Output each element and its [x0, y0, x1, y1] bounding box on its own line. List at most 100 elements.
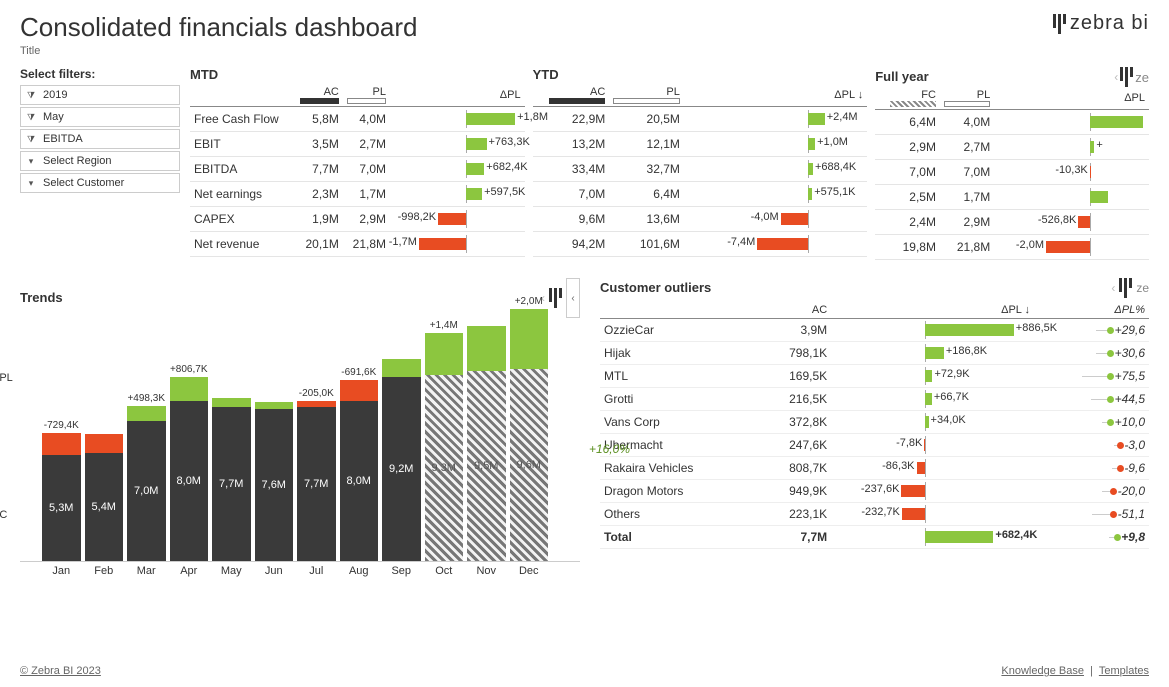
trend-column: 5,4M Feb: [83, 321, 126, 561]
cell-ac: 7,7M: [296, 157, 343, 182]
trend-column: 5,3M -729,4K Jan: [40, 321, 83, 561]
cell-ac: 372,8K: [757, 411, 831, 434]
trends-callout: +16,0%: [589, 442, 630, 456]
filter-1[interactable]: ⧩ May: [20, 107, 180, 127]
table-row: EBIT 3,5M 2,7M +763,3K: [190, 132, 525, 157]
col-header: PL: [609, 84, 684, 107]
cell-pl: 2,7M: [343, 132, 390, 157]
customer-name: Rakaira Vehicles: [600, 457, 757, 480]
month-label: Jul: [295, 565, 338, 577]
outliers-title: Customer outliers: [600, 280, 711, 297]
customer-name: Dragon Motors: [600, 480, 757, 503]
filter-0[interactable]: ⧩ 2019: [20, 85, 180, 105]
cell-pl: 1,7M: [343, 182, 390, 207]
cell-pct: .dlGrotti::after{background:#8cc63f;} +4…: [1034, 388, 1149, 411]
row-name: EBITDA: [190, 157, 296, 182]
ytd-section: YTD ACPLΔPL ↓ 22,9M 20,5M +2,4M 13,2M 12…: [533, 67, 868, 260]
knowledge-base-link[interactable]: Knowledge Base: [1001, 665, 1084, 677]
cell-ac: 13,2M: [545, 132, 609, 157]
row-name: [875, 160, 885, 185]
cell-pl: 2,9M: [343, 207, 390, 232]
row-name: [533, 182, 545, 207]
row-name: Free Cash Flow: [190, 107, 296, 132]
filter-3[interactable]: ▾ Select Region: [20, 151, 180, 171]
filter-label: Select Customer: [43, 177, 124, 189]
col-header: PL: [343, 84, 390, 107]
filter-icon: ⧩: [25, 133, 37, 145]
table-row: Vans Corp 372,8K +34,0K .dlVansCorp::aft…: [600, 411, 1149, 434]
cell-ac: 5,8M: [296, 107, 343, 132]
logo-bars-icon: [1119, 278, 1132, 298]
cell-pct: .dlTotal::after{background:#8cc63f;} +9,…: [1034, 526, 1149, 549]
table-row: Hijak 798,1K +186,8K .dlHijak::after{bac…: [600, 342, 1149, 365]
templates-link[interactable]: Templates: [1099, 665, 1149, 677]
month-label: Sep: [380, 565, 423, 577]
row-name: Net revenue: [190, 232, 296, 257]
month-label: Nov: [465, 565, 508, 577]
mtd-title: MTD: [190, 67, 525, 84]
cell-ac: 2,3M: [296, 182, 343, 207]
customer-name: OzzieCar: [600, 319, 757, 342]
trends-chart: ΔPL AC 5,3M -729,4K Jan 5,4M Feb 7,0M +4…: [20, 322, 580, 562]
col-header: PL: [940, 87, 994, 110]
month-label: May: [210, 565, 253, 577]
row-name: Net earnings: [190, 182, 296, 207]
cell-pct: .dlUbermacht::after{background:#e84c22;}…: [1034, 434, 1149, 457]
table-row: Others 223,1K -232,7K .dlOthers::after{b…: [600, 503, 1149, 526]
cell-ac: 94,2M: [545, 232, 609, 257]
trend-column: 7,0M +498,3K Mar: [125, 321, 168, 561]
month-label: Mar: [125, 565, 168, 577]
cell-delta: +575,1K: [684, 182, 867, 207]
cell-ac: 223,1K: [757, 503, 831, 526]
month-label: Feb: [83, 565, 126, 577]
lollipop-icon: .dlOthers::after{background:#e84c22;}: [1092, 514, 1114, 515]
cell-ac: 1,9M: [296, 207, 343, 232]
lollipop-icon: .dlMTL::after{background:#8cc63f;}: [1082, 376, 1112, 377]
month-label: Apr: [168, 565, 211, 577]
trends-panel: Trends ‹ ‹ ΔPL AC 5,3M -729,4K Jan 5,4M …: [20, 278, 580, 562]
chevron-left-icon[interactable]: ‹: [1111, 281, 1115, 295]
cell-delta: [994, 185, 1149, 210]
cell-pl: 20,5M: [609, 107, 684, 132]
table-row: Rakaira Vehicles 808,7K -86,3K .dlRakair…: [600, 457, 1149, 480]
cell-pl: 12,1M: [609, 132, 684, 157]
row-name: [875, 135, 885, 160]
cell-ac: 20,1M: [296, 232, 343, 257]
section-controls[interactable]: ‹ ze: [1114, 67, 1149, 87]
table-row: MTL 169,5K +72,9K .dlMTL::after{backgrou…: [600, 365, 1149, 388]
chevron-left-icon[interactable]: ‹: [1114, 70, 1118, 84]
cell-pl: 13,6M: [609, 207, 684, 232]
panel-collapse-button[interactable]: ‹: [566, 278, 580, 318]
cell-delta: +1,0M: [684, 132, 867, 157]
lollipop-icon: .dlHijak::after{background:#8cc63f;}: [1096, 353, 1112, 354]
month-label: Jan: [40, 565, 83, 577]
cell-pl: 7,0M: [343, 157, 390, 182]
filter-icon: ⧩: [25, 89, 37, 101]
cell-delta: +763,3K: [390, 132, 525, 157]
total-row: Total 7,7M +682,4K .dlTotal::after{backg…: [600, 526, 1149, 549]
cell-ac: 22,9M: [545, 107, 609, 132]
dropdown-icon: ▾: [25, 155, 37, 167]
filter-4[interactable]: ▾ Select Customer: [20, 173, 180, 193]
cell-ac: 19,8M: [886, 235, 940, 260]
cell-pl: 4,0M: [343, 107, 390, 132]
cell-delta: -4,0M: [684, 207, 867, 232]
filter-label: Select Region: [43, 155, 112, 167]
table-row: Free Cash Flow 5,8M 4,0M +1,8M: [190, 107, 525, 132]
table-row: Ubermacht 247,6K -7,8K .dlUbermacht::aft…: [600, 434, 1149, 457]
cell-ac: 2,5M: [886, 185, 940, 210]
table-row: 2,4M 2,9M -526,8K: [875, 210, 1149, 235]
cell-ac: 2,9M: [886, 135, 940, 160]
lollipop-icon: .dlUbermacht::after{background:#e84c22;}: [1114, 445, 1121, 446]
table-row: EBITDA 7,7M 7,0M +682,4K: [190, 157, 525, 182]
cell-pl: 2,9M: [940, 210, 994, 235]
row-name: [875, 210, 885, 235]
copyright-link[interactable]: © Zebra BI 2023: [20, 665, 101, 677]
filter-2[interactable]: ⧩ EBITDA: [20, 129, 180, 149]
trend-column: 8,0M -691,6K Aug: [338, 321, 381, 561]
row-name: [533, 232, 545, 257]
cell-delta: +597,5K: [390, 182, 525, 207]
cell-delta: +: [994, 135, 1149, 160]
table-row: Net revenue 20,1M 21,8M -1,7M: [190, 232, 525, 257]
table-row: 22,9M 20,5M +2,4M: [533, 107, 868, 132]
